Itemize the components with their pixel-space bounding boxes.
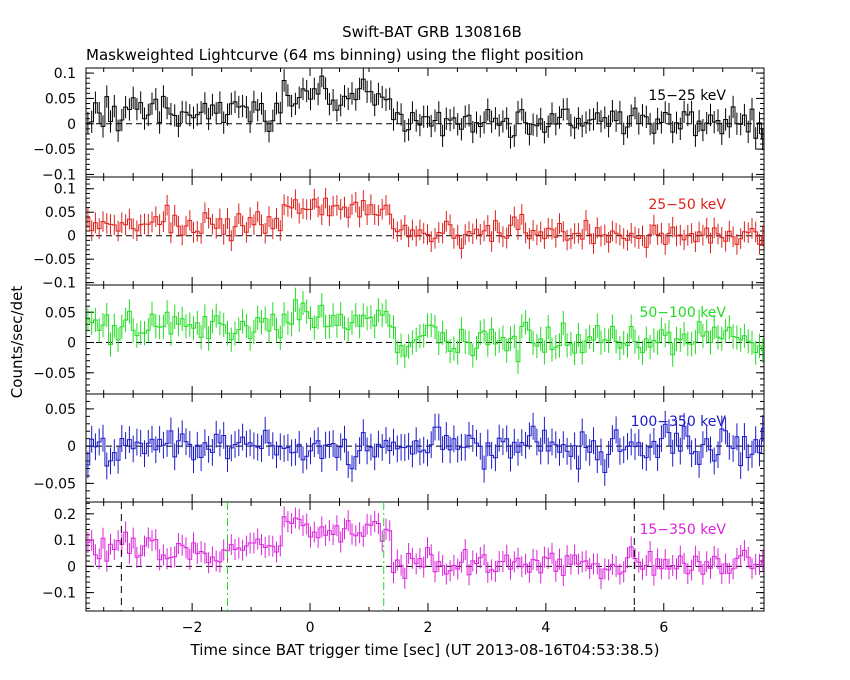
x-axis: −2 0 2 4 6 [182,620,669,636]
error-bars [87,68,764,151]
band-label: 50−100 keV [639,305,726,321]
y-tick-label: −0.1 [42,167,76,183]
panel-1: 0.1 0.05 0 −0.05 −0.1 15−25 keV [33,66,765,183]
y-tick-label: −0.05 [33,252,76,268]
y-tick-label: 0.05 [45,205,76,221]
y-tick-label: 0.05 [45,305,76,321]
y-tick-label: 0.05 [45,402,76,418]
band-label: 15−350 keV [639,522,726,538]
y-tick-label: 0 [67,229,76,245]
y-tick-label: 0 [67,336,76,352]
y-tick-label: 0.05 [45,91,76,107]
y-tick-label: −0.1 [42,276,76,292]
lightcurve-series [86,423,764,473]
y-tick-label: 0 [67,117,76,133]
panel-2: 0.1 0.05 0 −0.05 −0.1 25−50 keV [33,176,765,292]
y-tick-label: −0.05 [33,142,76,158]
y-tick-label: −0.05 [33,476,76,492]
y-tick-label: 0.1 [54,66,76,82]
chart-title: Swift-BAT GRB 130816B [342,23,522,41]
band-label: 15−25 keV [648,88,726,104]
x-tick-label: 4 [541,620,550,636]
panel-3: 0.05 0 −0.05 50−100 keV [33,284,765,395]
x-tick-label: −2 [182,620,203,636]
band-label: 25−50 keV [648,197,726,213]
y-tick-label: 0 [67,439,76,455]
chart-subtitle: Maskweighted Lightcurve (64 ms binning) … [86,46,584,64]
band-label: 100−350 keV [631,414,727,430]
panel-frame [85,501,765,612]
panel-frame [85,176,765,286]
y-tick-label: 0.1 [54,533,76,549]
x-tick-label: 2 [423,620,432,636]
panel-frame [85,284,765,395]
panel-4: 0.05 0 −0.05 100−350 keV [33,393,765,503]
panels: 0.1 0.05 0 −0.05 −0.1 15−25 keV 0.1 0.05 0 −0.05 −… [33,66,765,612]
y-tick-label: 0.1 [54,182,76,198]
lightcurve-series [86,75,764,140]
x-tick-label: 0 [306,620,315,636]
y-tick-label: −0.1 [42,586,76,602]
y-axis-label: Counts/sec/det [8,286,26,399]
lightcurve-series [86,516,764,580]
x-tick-label: 6 [659,620,668,636]
panel-frame [85,393,765,503]
y-tick-label: 0 [67,559,76,575]
x-axis-label: Time since BAT trigger time [sec] (UT 20… [190,641,660,659]
lightcurve-series [86,197,764,249]
lightcurve-series [86,299,764,363]
y-tick-label: 0.2 [54,507,76,523]
panel-5: 0.2 0.1 0 −0.1 15−350 keV [42,501,765,612]
y-tick-label: −0.05 [33,366,76,382]
